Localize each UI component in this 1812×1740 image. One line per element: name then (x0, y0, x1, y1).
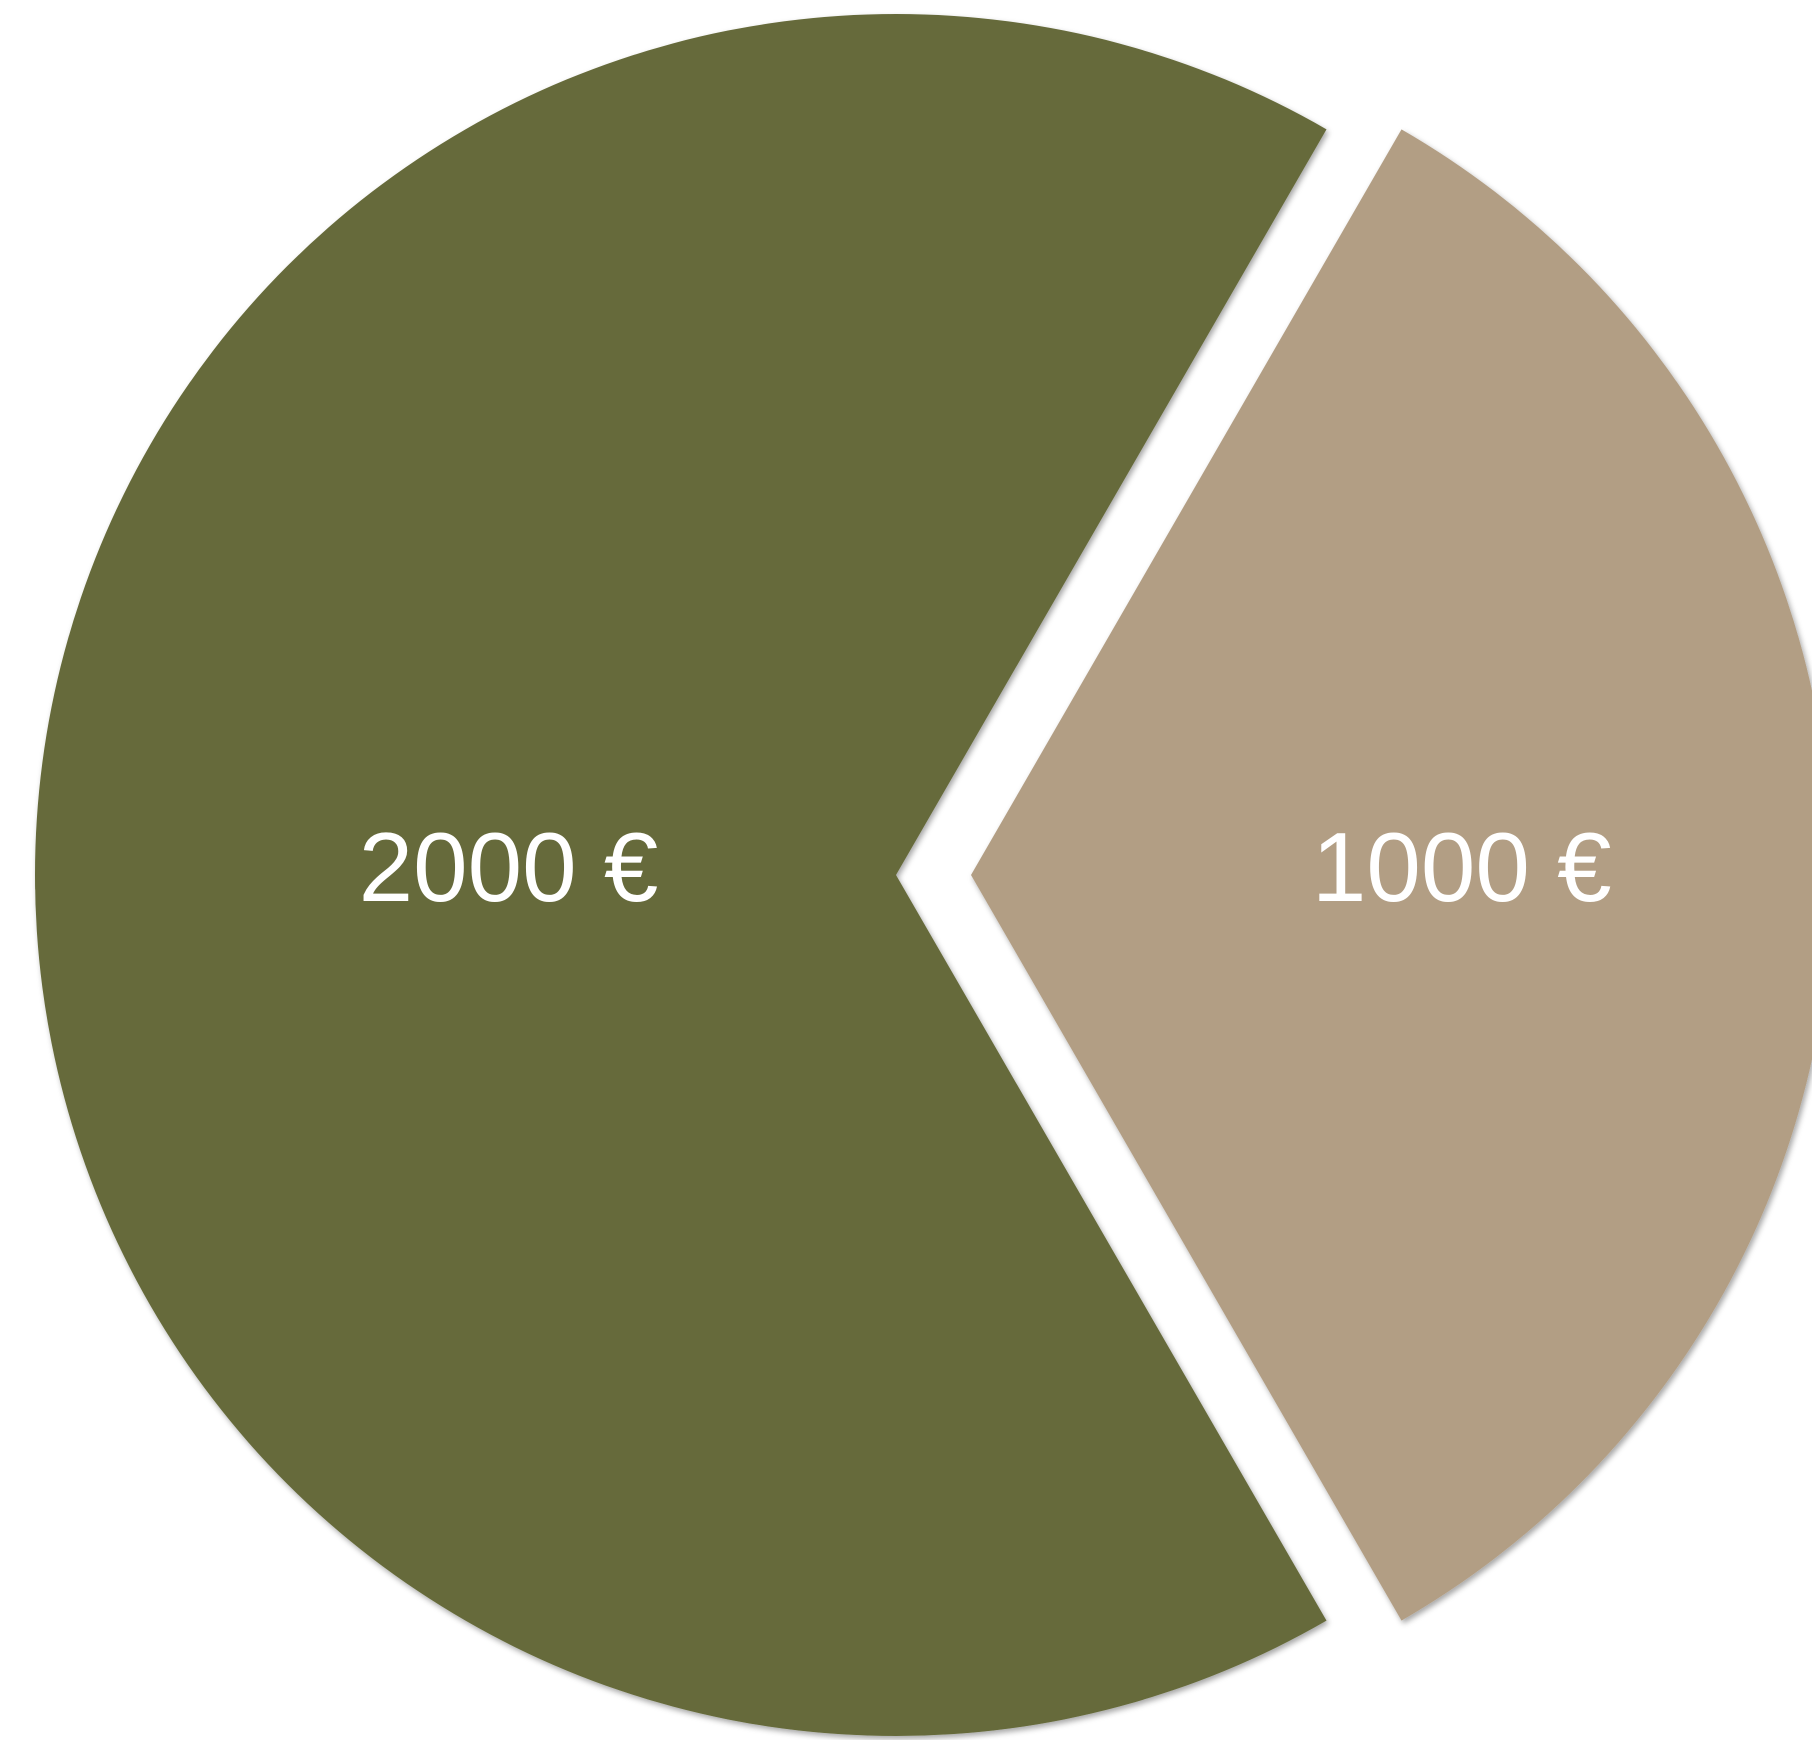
pie-slice (971, 129, 1812, 1621)
pie-slice (34, 13, 1327, 1736)
value-label: 1000 € (1312, 812, 1612, 922)
value-label: 2000 € (359, 812, 659, 922)
